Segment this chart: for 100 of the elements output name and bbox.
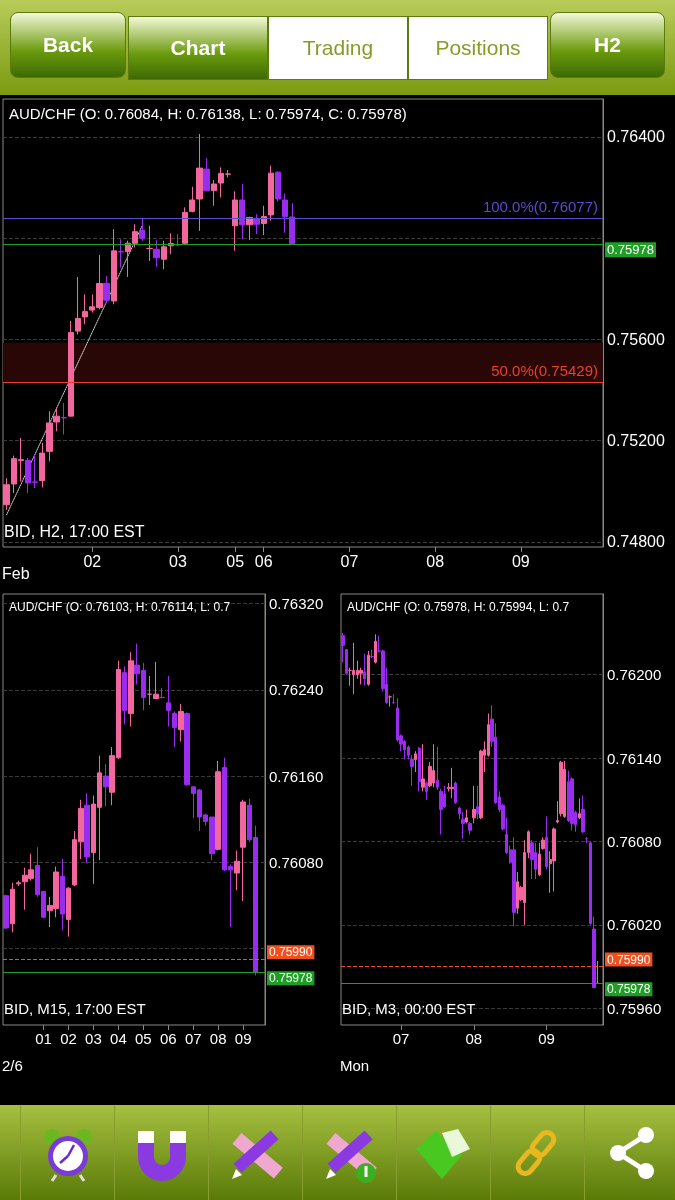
y-tick-label: 0.74800 bbox=[607, 533, 665, 551]
candlestick bbox=[545, 815, 548, 870]
candlestick bbox=[60, 858, 65, 931]
y-tick-label: 0.75200 bbox=[607, 432, 665, 450]
candlestick bbox=[103, 275, 110, 304]
tab[interactable]: Positions bbox=[408, 16, 548, 80]
candlestick bbox=[352, 642, 355, 695]
button[interactable]: H2 bbox=[550, 12, 665, 78]
y-tick-label: 0.76400 bbox=[607, 128, 665, 146]
x-tick-label: 08 bbox=[465, 1030, 483, 1047]
candlestick bbox=[461, 811, 465, 840]
annotation: BID, M3, 00:00 EST bbox=[342, 1000, 476, 1017]
candlestick bbox=[232, 190, 238, 252]
candlestick bbox=[146, 225, 153, 262]
candlestick bbox=[439, 788, 443, 836]
candlestick bbox=[16, 880, 21, 887]
candlestick bbox=[111, 228, 117, 305]
x-tick-label: 07 bbox=[340, 552, 359, 570]
y-tick-label: 0.76020 bbox=[607, 916, 662, 934]
candlestick bbox=[153, 239, 160, 268]
x-tick-label: 07 bbox=[392, 1030, 410, 1047]
candlestick bbox=[139, 217, 145, 242]
x-tick-label: 03 bbox=[169, 552, 187, 570]
candlestick bbox=[239, 183, 245, 240]
x-tick-label: 02 bbox=[83, 552, 102, 570]
candlestick bbox=[61, 402, 67, 436]
ref-line-label: 0.75978 bbox=[607, 242, 654, 258]
chart-title: AUD/CHF (O: 0.76084, H: 0.76138, L: 0.75974, C: 0.75978) bbox=[9, 105, 407, 122]
tab[interactable]: Trading bbox=[268, 16, 408, 80]
candlestick bbox=[414, 750, 417, 773]
annotation: BID, H2, 17:00 EST bbox=[4, 522, 145, 540]
candlestick bbox=[184, 712, 190, 787]
candlestick bbox=[436, 746, 439, 791]
candlestick bbox=[596, 960, 599, 984]
candlestick bbox=[84, 792, 90, 864]
candlestick bbox=[432, 743, 435, 788]
x-tick-label: 01 bbox=[35, 1030, 52, 1047]
candlestick bbox=[178, 703, 184, 743]
tab[interactable]: Chart bbox=[128, 16, 268, 80]
annotation: BID, M15, 17:00 EST bbox=[4, 1000, 146, 1017]
candlestick bbox=[345, 649, 348, 676]
x-tick-label: 03 bbox=[85, 1030, 102, 1047]
candlestick bbox=[128, 651, 134, 728]
candlestick bbox=[66, 886, 71, 938]
ref-line-label: 0.75978 bbox=[269, 971, 313, 986]
candlestick bbox=[581, 795, 585, 834]
candlestick bbox=[476, 785, 479, 820]
candlestick bbox=[512, 836, 516, 927]
candlestick bbox=[118, 238, 124, 269]
y-tick-label: 0.76320 bbox=[269, 595, 324, 613]
x-tick-label: 02 bbox=[60, 1030, 77, 1047]
text: AUD/CHF (O: 0.75978, H: 0.75994, L: 0.7 bbox=[347, 600, 570, 614]
x-tick-label: 09 bbox=[234, 1030, 252, 1047]
candlestick bbox=[246, 216, 253, 241]
candlestick bbox=[530, 839, 534, 880]
candlestick bbox=[261, 205, 267, 236]
ref-line-label: 100.0%(0.76077) bbox=[482, 197, 598, 215]
candlestick bbox=[425, 781, 428, 801]
x-tick-label: 05 bbox=[226, 552, 245, 570]
candlestick bbox=[465, 809, 468, 824]
candlestick bbox=[203, 157, 210, 192]
text: AUD/CHF (O: 0.76103, H: 0.76114, L: 0.7 bbox=[9, 600, 231, 614]
candlestick bbox=[68, 320, 74, 417]
y-tick-label: 0.76140 bbox=[607, 749, 662, 767]
candlestick bbox=[363, 653, 366, 687]
candlestick bbox=[161, 240, 167, 270]
x-tick-label: 07 bbox=[184, 1030, 202, 1047]
candlestick bbox=[3, 894, 9, 930]
candlestick bbox=[159, 687, 165, 700]
ref-line-label: 50.0%(0.75429) bbox=[491, 361, 598, 379]
candlestick bbox=[468, 821, 472, 836]
y-tick-label: 0.76160 bbox=[269, 767, 324, 785]
y-tick-label: 0.76080 bbox=[269, 853, 324, 871]
candlestick bbox=[450, 767, 454, 799]
candlestick bbox=[166, 675, 171, 728]
y-tick-label: 0.76080 bbox=[607, 832, 662, 850]
x-tick-label: 06 bbox=[254, 552, 273, 570]
candlestick bbox=[10, 882, 15, 933]
x-axis-title: Mon bbox=[340, 1057, 370, 1074]
candlestick bbox=[172, 710, 177, 748]
candlestick bbox=[182, 206, 188, 245]
y-tick-label: 0.76240 bbox=[269, 681, 324, 699]
x-tick-label: 04 bbox=[110, 1030, 127, 1047]
candlestick bbox=[374, 633, 377, 665]
candlestick bbox=[215, 760, 221, 851]
candlestick bbox=[552, 827, 556, 893]
ref-line-label: 0.75990 bbox=[607, 952, 651, 967]
candlestick bbox=[82, 293, 88, 325]
candlestick bbox=[388, 694, 392, 708]
x-tick-label: 08 bbox=[209, 1030, 227, 1047]
candlestick bbox=[122, 665, 127, 725]
candlestick bbox=[240, 799, 246, 902]
candlestick bbox=[563, 760, 566, 819]
candlestick bbox=[472, 785, 476, 824]
ref-line-label: 0.75978 bbox=[607, 982, 651, 997]
y-tick-label: 0.76200 bbox=[607, 666, 662, 684]
button[interactable]: Back bbox=[10, 12, 126, 78]
candlestick bbox=[268, 165, 274, 222]
candlestick bbox=[418, 746, 421, 792]
x-tick-label: 08 bbox=[426, 552, 445, 570]
